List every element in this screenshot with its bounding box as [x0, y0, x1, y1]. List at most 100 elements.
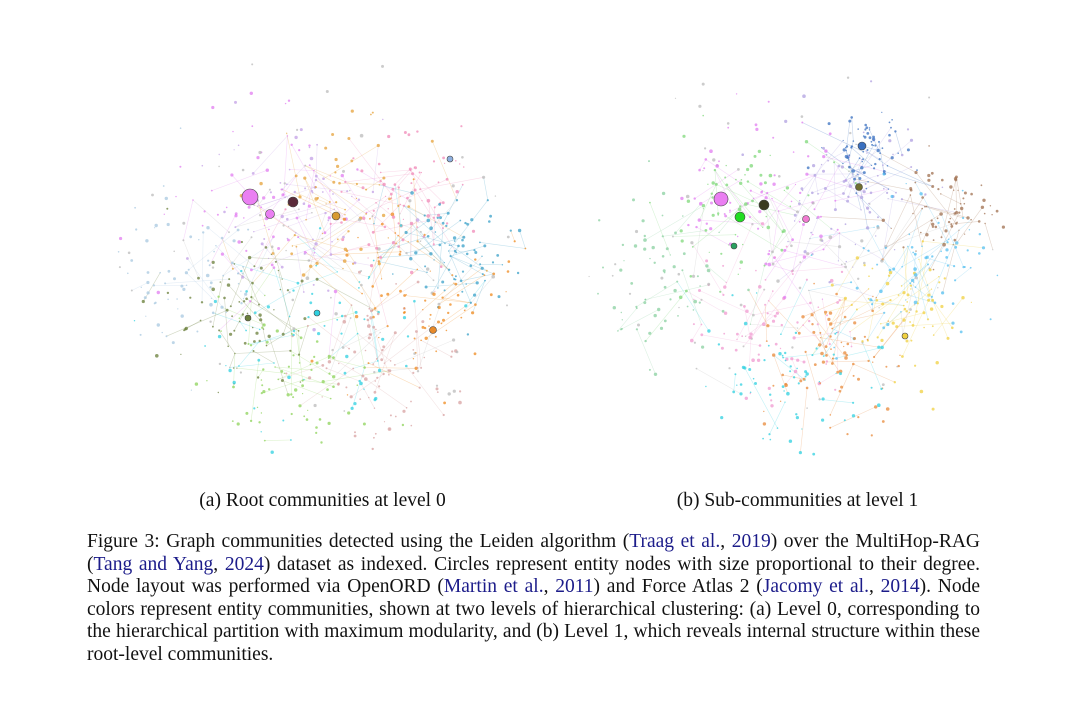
node [237, 240, 241, 244]
node [871, 267, 874, 270]
node [318, 227, 322, 230]
node [360, 283, 363, 287]
node [340, 332, 343, 335]
citation-link[interactable]: 2014 [880, 576, 920, 598]
node [343, 371, 347, 375]
node [802, 223, 805, 226]
node [836, 331, 838, 334]
node [245, 249, 248, 252]
edge [307, 249, 315, 279]
edge [283, 135, 288, 195]
node [246, 312, 249, 315]
node [824, 313, 827, 316]
edge [804, 232, 840, 258]
edge [833, 162, 836, 210]
citation-link[interactable]: Tang and Yang [93, 553, 214, 575]
node [231, 420, 234, 422]
node [421, 200, 423, 202]
node [825, 153, 828, 156]
citation-link[interactable]: 2011 [555, 576, 594, 598]
node [387, 237, 389, 239]
citation-link[interactable]: 2024 [224, 553, 264, 575]
node [374, 217, 376, 219]
node [371, 230, 375, 234]
node [900, 311, 902, 313]
node [772, 290, 774, 292]
node [225, 308, 229, 312]
node [671, 235, 674, 238]
node [452, 389, 456, 393]
node [442, 156, 445, 160]
node [705, 259, 709, 263]
edge [868, 188, 889, 204]
node [388, 374, 390, 376]
node [934, 225, 938, 229]
node [283, 193, 285, 196]
node [435, 350, 438, 353]
node [868, 203, 871, 205]
edge [802, 324, 827, 347]
node [380, 358, 384, 362]
node [445, 224, 448, 228]
node [767, 252, 770, 256]
citation-link[interactable]: Martin et al. [443, 576, 544, 598]
node [379, 331, 381, 334]
node [737, 235, 739, 238]
node [345, 354, 349, 359]
node [375, 358, 378, 360]
edge [927, 219, 972, 258]
hub-node [244, 314, 252, 322]
node [189, 296, 192, 299]
hub-node [313, 309, 321, 317]
edge [341, 191, 409, 207]
edge [706, 265, 727, 283]
node [453, 249, 457, 253]
node [288, 168, 291, 171]
node [843, 351, 847, 355]
edge [378, 219, 418, 262]
node [882, 326, 886, 330]
node [781, 354, 784, 357]
node [304, 164, 307, 167]
node [783, 248, 787, 252]
node [937, 287, 939, 289]
edge [878, 299, 891, 309]
node [674, 231, 677, 235]
node [792, 376, 796, 379]
node [462, 235, 466, 239]
node [309, 156, 314, 161]
node [134, 206, 137, 209]
edge [420, 231, 455, 280]
node [679, 229, 683, 233]
node [461, 238, 464, 242]
citation-link[interactable]: Traag et al. [629, 531, 721, 552]
node [653, 261, 656, 264]
node [402, 204, 405, 207]
edge [222, 237, 252, 276]
edge [915, 182, 948, 243]
node [302, 393, 304, 395]
edge [902, 300, 929, 357]
edge [955, 179, 957, 213]
node [957, 189, 959, 191]
citation-link[interactable]: Jacomy et al. [762, 576, 869, 598]
edge [956, 207, 983, 244]
node [295, 245, 298, 248]
node [992, 249, 994, 251]
edge [450, 245, 487, 271]
node [757, 149, 762, 154]
node [864, 123, 867, 127]
citation-link[interactable]: 2019 [731, 531, 771, 552]
node [250, 268, 253, 272]
edge [820, 337, 879, 348]
node [755, 292, 758, 294]
node [867, 297, 870, 300]
edge [271, 246, 283, 280]
node [220, 330, 222, 332]
node [772, 353, 776, 357]
node [441, 201, 445, 205]
node [881, 420, 885, 423]
node [358, 379, 361, 383]
node [866, 338, 869, 341]
node [953, 265, 956, 268]
